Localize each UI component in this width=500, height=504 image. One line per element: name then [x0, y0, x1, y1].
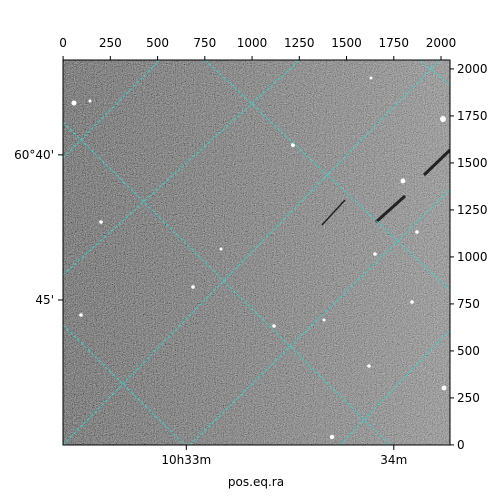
x-tick-label: 500	[146, 36, 169, 50]
y-tick-label: 1500	[457, 156, 488, 170]
wcs-grid-line	[63, 121, 391, 445]
y-tick-label: 500	[457, 344, 480, 358]
x-tick-label: 1250	[284, 36, 315, 50]
x-tick-label: 2000	[426, 36, 457, 50]
stars	[71, 76, 447, 440]
sky-image	[63, 60, 450, 445]
x-tick-label: 750	[193, 36, 216, 50]
x-tick-label: 1000	[237, 36, 268, 50]
wcs-grid-line	[204, 60, 450, 291]
wcs-grid-line	[63, 324, 186, 445]
y-tick-label: 1000	[457, 250, 488, 264]
world-x-tick-label: 34m	[380, 453, 407, 467]
wcs-grid-line	[419, 60, 450, 86]
y-tick-label: 750	[457, 297, 480, 311]
y-tick-label: 1250	[457, 203, 488, 217]
streaks	[321, 148, 450, 226]
world-x-tick-label: 10h33m	[161, 453, 211, 467]
wcs-grid	[63, 60, 450, 445]
world-y-tick-label: 60°40'	[14, 148, 54, 162]
x-tick-label: 250	[99, 36, 122, 50]
wcs-grid-line	[63, 60, 301, 276]
x-axis-label: pos.eq.ra	[228, 475, 284, 489]
x-tick-label: 1750	[379, 36, 410, 50]
world-y-tick-label: 45'	[35, 293, 54, 307]
wcs-grid-line	[189, 189, 450, 445]
axes-frame	[62, 59, 451, 446]
x-tick-label: 0	[59, 36, 67, 50]
y-tick-label: 1750	[457, 109, 488, 123]
wcs-grid-line	[63, 60, 161, 159]
y-tick-label: 250	[457, 391, 480, 405]
wcs-grid-line	[339, 329, 450, 445]
y-tick-label: 0	[457, 438, 465, 452]
y-tick-label: 2000	[457, 62, 488, 76]
image-features	[71, 76, 450, 440]
x-tick-label: 1500	[331, 36, 362, 50]
